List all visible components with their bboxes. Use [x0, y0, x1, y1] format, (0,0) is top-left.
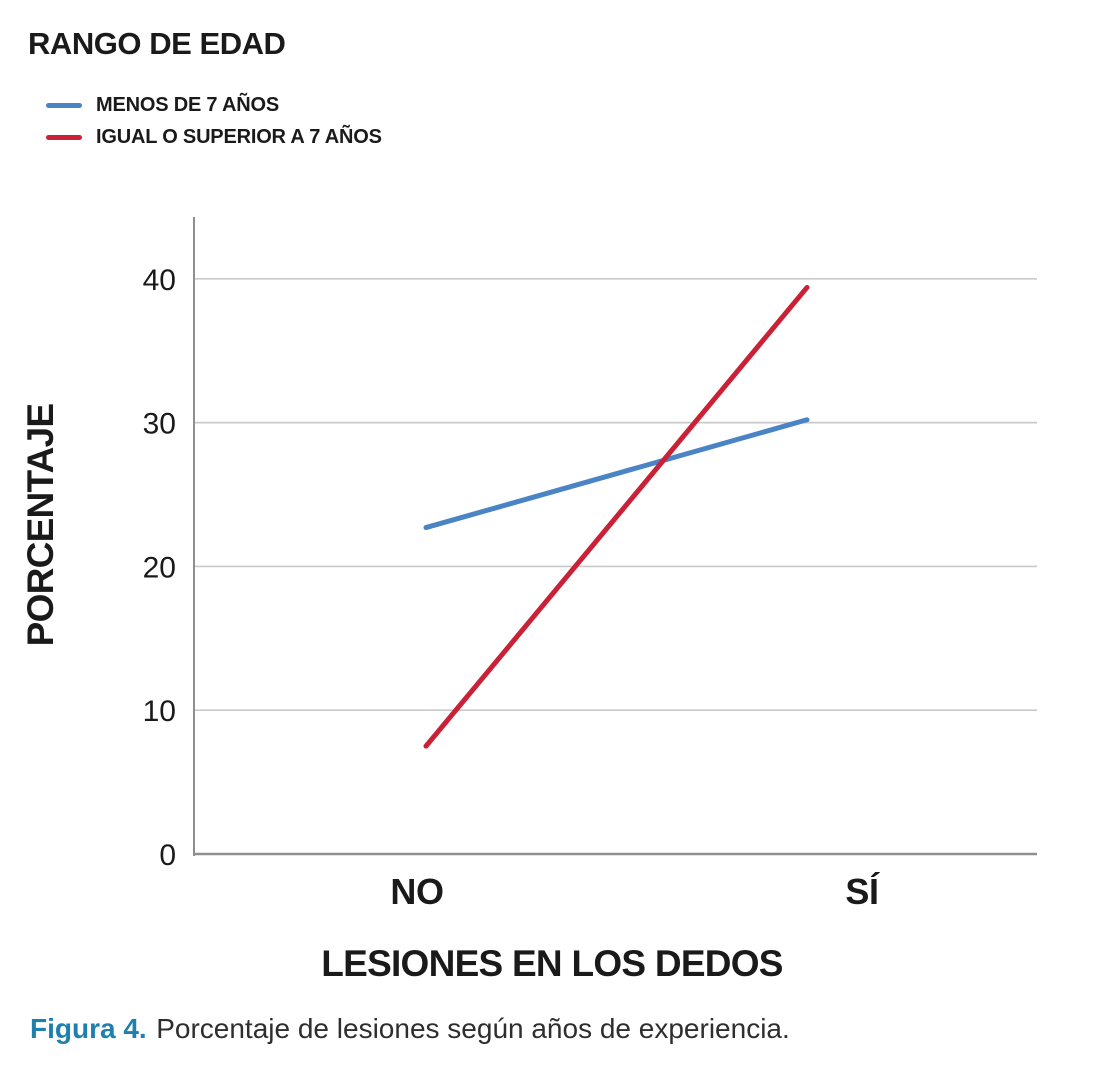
legend-item-menos-de-7-anos: MENOS DE 7 AÑOS: [46, 89, 382, 121]
y-tick-label: 0: [159, 839, 176, 872]
x-category-label: NO: [390, 871, 443, 912]
legend-title: RANGO DE EDAD: [28, 26, 286, 61]
y-tick-label: 20: [143, 551, 176, 584]
x-axis-title: LESIONES EN LOS DEDOS: [321, 943, 782, 984]
legend-item-igual-o-superior-7-anos: IGUAL O SUPERIOR A 7 AÑOS: [46, 121, 382, 153]
legend-item-label: IGUAL O SUPERIOR A 7 AÑOS: [96, 125, 382, 148]
gridlines: [194, 277, 1037, 712]
x-category-label: SÍ: [845, 871, 880, 912]
y-tick-label: 30: [143, 408, 176, 441]
figure-caption-text: Porcentaje de lesiones según años de exp…: [156, 1013, 790, 1044]
figure-caption-label: Figura 4.: [30, 1013, 147, 1044]
x-category-labels: NO SÍ: [390, 871, 880, 912]
series-line-menos-de-7: [423, 417, 810, 531]
y-tick-labels: 0 10 20 30 40: [143, 264, 176, 872]
line-chart: 0 10 20 30 40 NO SÍ LESIONES EN LOS DEDOS POR…: [20, 217, 1037, 984]
legend-line-swatch-red: [46, 134, 82, 140]
series-line-igual-o-superior-7: [423, 284, 810, 749]
legend-item-label: MENOS DE 7 AÑOS: [96, 93, 279, 116]
figure-caption: Figura 4. Porcentaje de lesiones según añ…: [30, 1013, 790, 1045]
legend-line-swatch-blue: [46, 102, 82, 108]
series-lines: [423, 284, 810, 749]
y-tick-label: 40: [143, 264, 176, 297]
legend-items: MENOS DE 7 AÑOS IGUAL O SUPERIOR A 7 AÑO…: [46, 89, 382, 153]
y-tick-label: 10: [143, 695, 176, 728]
y-axis-title: PORCENTAJE: [20, 404, 61, 647]
